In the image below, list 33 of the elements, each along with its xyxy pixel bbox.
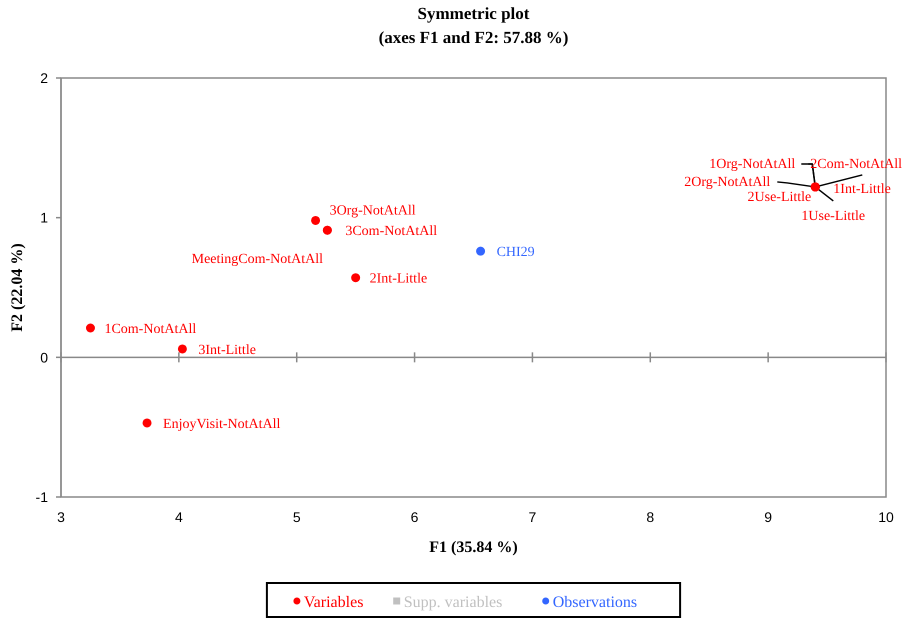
annotation: 1Com-NotAtAll xyxy=(104,322,196,338)
annotation: 3Int-Little xyxy=(198,342,256,358)
annotation: 3Org-NotAtAll xyxy=(330,203,416,218)
annotation: MeetingCom-NotAtAll xyxy=(192,252,324,268)
x-tick-label: 5 xyxy=(292,509,301,525)
annotation: 1Org-NotAtAll xyxy=(709,156,796,172)
x-tick-label: 10 xyxy=(878,509,894,525)
legend-label: Supp. variables xyxy=(404,594,502,611)
y-tick-label: 1 xyxy=(40,210,48,226)
annotation: 2Int-Little xyxy=(370,272,428,287)
y-tick-label: 0 xyxy=(40,349,48,366)
annotation: 2Com-NotAtAll xyxy=(810,156,902,172)
x-tick-label: 3 xyxy=(57,509,66,525)
annotation: 3Com-NotAtAll xyxy=(345,224,438,240)
y-tick-label: 2 xyxy=(40,70,48,86)
annotation: 1Int-Little xyxy=(833,182,891,197)
legend-label: Variables xyxy=(304,594,364,611)
annotation: 2Org-NotAtAll xyxy=(684,174,770,190)
legend-label: Observations xyxy=(552,594,638,611)
x-tick-label: 8 xyxy=(646,509,654,525)
annotation: EnjoyVisit-NotAtAll xyxy=(163,416,281,432)
x-axis-title: F1 (35.84 %) xyxy=(429,539,518,556)
annotation: CHI29 xyxy=(496,245,535,260)
chart-title: Symmetric plot xyxy=(418,4,530,23)
x-tick-label: 6 xyxy=(410,509,419,525)
annotation: 1Use-Little xyxy=(801,208,866,224)
y-tick-label: -1 xyxy=(36,489,48,505)
x-tick-label: 4 xyxy=(174,509,183,525)
y-axis-title: F2 (22.04 %) xyxy=(9,243,26,332)
x-tick-label: 9 xyxy=(764,509,772,525)
x-tick-label: 7 xyxy=(528,509,537,525)
chart-subtitle: (axes F1 and F2: 57.88 %) xyxy=(378,28,568,47)
annotation: 2Use-Little xyxy=(748,190,812,205)
